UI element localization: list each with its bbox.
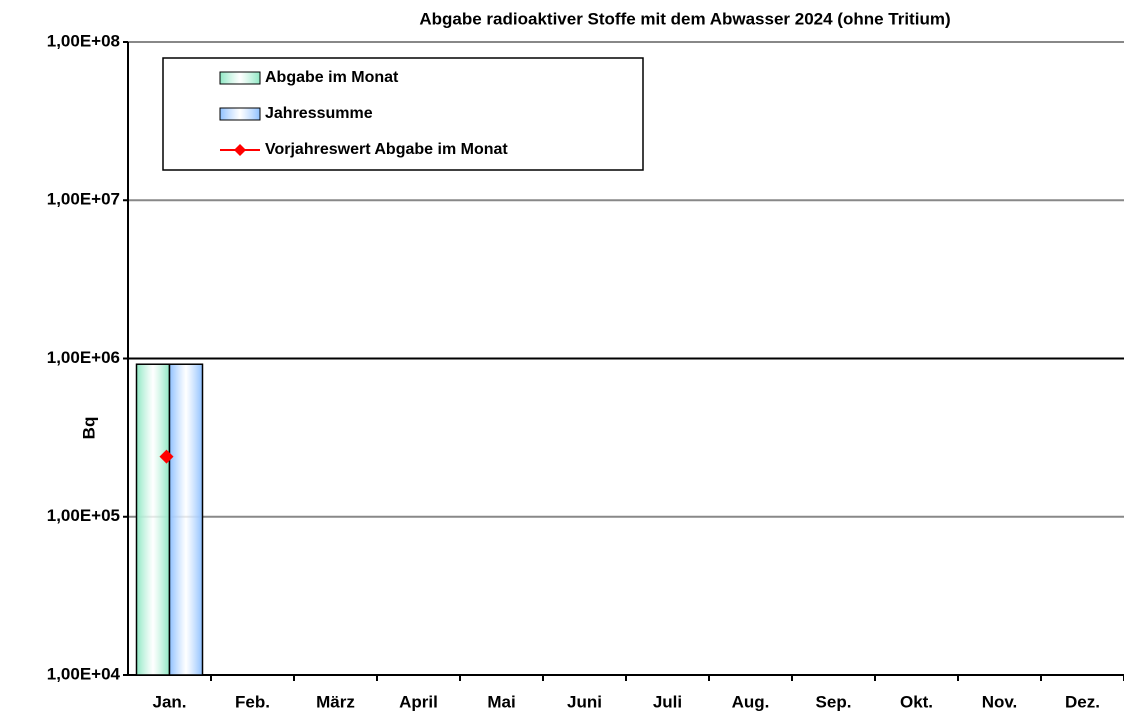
y-tick-label: 1,00E+06	[47, 348, 120, 367]
x-tick-label: Feb.	[235, 692, 270, 711]
x-tick-label: Sep.	[816, 692, 852, 711]
x-tick-label: März	[316, 692, 355, 711]
x-tick-label: Dez.	[1065, 692, 1100, 711]
bar	[168, 363, 204, 676]
legend-label: Abgabe im Monat	[265, 69, 399, 86]
y-tick-label: 1,00E+04	[47, 664, 121, 683]
marker	[159, 449, 174, 464]
legend-swatch	[219, 107, 261, 121]
y-tick-label: 1,00E+07	[47, 190, 120, 209]
x-tick-label: Jan.	[152, 692, 186, 711]
x-tick-label: Juli	[653, 692, 682, 711]
x-tick-label: Okt.	[900, 692, 933, 711]
bar	[135, 363, 171, 676]
chart-title: Abgabe radioaktiver Stoffe mit dem Abwas…	[419, 9, 950, 28]
y-tick-label: 1,00E+08	[47, 31, 120, 50]
legend-label: Vorjahreswert Abgabe im Monat	[265, 141, 508, 158]
x-tick-label: Aug.	[732, 692, 770, 711]
legend-label: Jahressumme	[265, 105, 373, 122]
x-tick-label: Nov.	[982, 692, 1018, 711]
y-axis-label: Bq	[79, 417, 98, 440]
y-tick-label: 1,00E+05	[47, 506, 120, 525]
x-tick-label: Mai	[487, 692, 515, 711]
legend-marker	[234, 144, 246, 156]
legend-swatch	[219, 71, 261, 85]
x-tick-label: April	[399, 692, 438, 711]
x-tick-label: Juni	[567, 692, 602, 711]
